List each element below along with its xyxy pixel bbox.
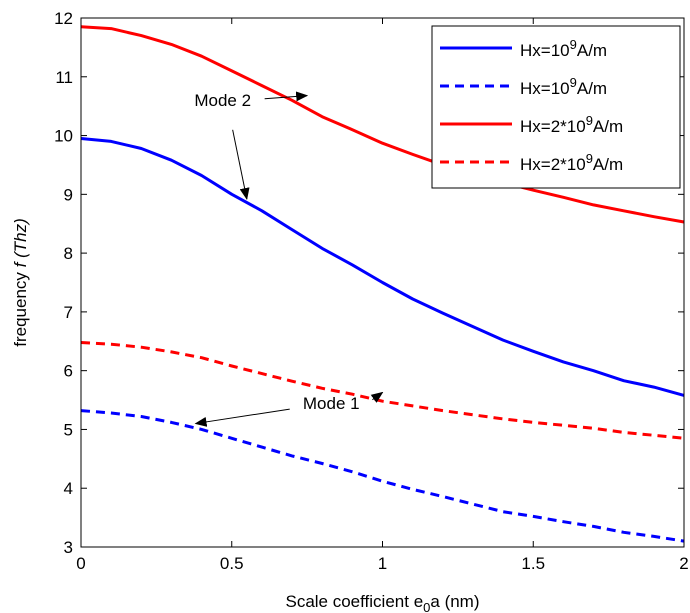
- y-tick-label: 6: [64, 362, 73, 381]
- x-tick-label: 1: [378, 554, 387, 573]
- y-tick-label: 10: [54, 127, 73, 146]
- y-tick-label: 5: [64, 420, 73, 439]
- y-tick-label: 11: [55, 68, 73, 87]
- annotation-arrow: [370, 391, 384, 403]
- legend-label-4: Hx=2*109A/m: [520, 151, 623, 174]
- annotation-label-1: Mode 2: [194, 91, 251, 110]
- annotation-label-2: Mode 1: [303, 394, 360, 413]
- annotation-layer: Mode 2 Mode 1: [194, 91, 384, 427]
- annotation-arrow: [232, 129, 250, 201]
- legend-label-3: Hx=2*109A/m: [520, 113, 623, 136]
- x-tick-label: 1.5: [521, 554, 545, 573]
- legend: Hx=109A/m Hx=109A/m Hx=2*109A/m Hx=2*109A/m: [431, 25, 681, 189]
- legend-label-2: Hx=109A/m: [520, 75, 607, 98]
- series-line-1: [80, 137, 685, 397]
- y-tick-label: 4: [64, 479, 73, 498]
- x-axis-label: Scale coefficient e0a (nm): [285, 592, 479, 613]
- y-tick-label: 3: [64, 538, 73, 557]
- x-tick-label: 0.5: [220, 554, 244, 573]
- x-tick-label: 2: [679, 554, 688, 573]
- series-line-3: [80, 25, 685, 224]
- y-tick-label: 9: [64, 185, 73, 204]
- x-tick-label: 0: [76, 554, 85, 573]
- series-line-2: [80, 409, 685, 543]
- y-tick-label: 8: [64, 244, 73, 263]
- y-tick-label: 7: [64, 303, 73, 322]
- ticks-layer: 0 0.5 1 1.5 2 3 4 5 6 7 8 9 10 11 12: [54, 9, 689, 573]
- legend-label-1: Hx=109A/m: [520, 37, 607, 60]
- annotation-arrow: [264, 91, 309, 102]
- annotation-arrow: [194, 408, 290, 427]
- y-tick-label: 12: [54, 9, 73, 28]
- y-axis-label: frequency f (Thz): [11, 218, 30, 347]
